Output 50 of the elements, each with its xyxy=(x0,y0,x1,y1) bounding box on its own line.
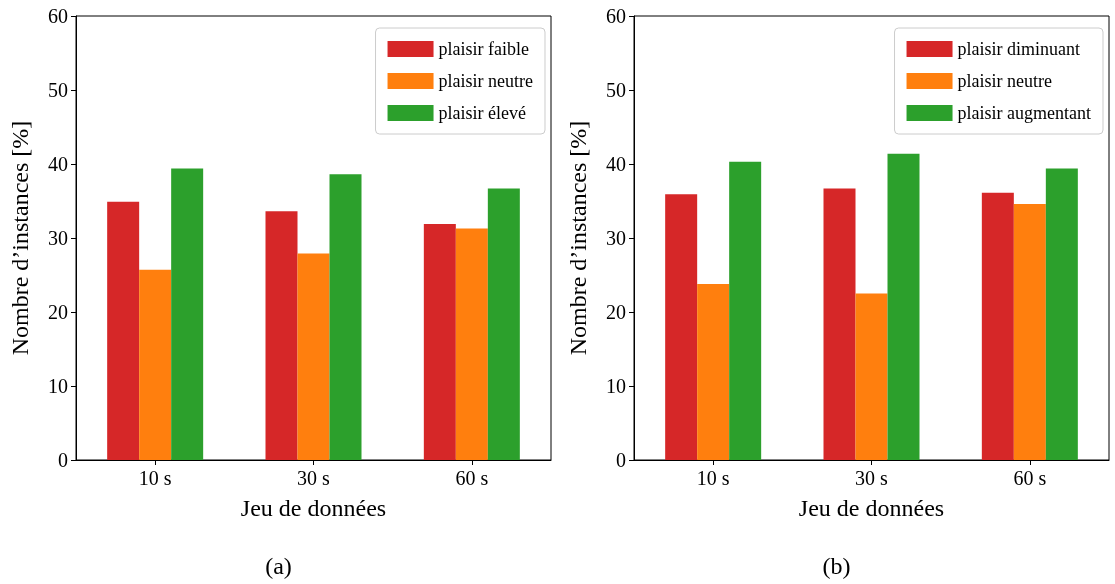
y-tick-label: 40 xyxy=(606,153,626,175)
bar xyxy=(1045,168,1078,460)
bar xyxy=(455,228,488,460)
bar xyxy=(855,293,888,460)
y-tick-label: 0 xyxy=(616,449,626,471)
legend-label: plaisir neutre xyxy=(438,71,534,91)
legend-label: plaisir neutre xyxy=(957,71,1053,91)
bar xyxy=(265,211,298,460)
y-tick-label: 20 xyxy=(606,301,626,323)
bar xyxy=(1013,203,1046,460)
bar xyxy=(423,223,456,460)
y-tick-label: 60 xyxy=(48,5,68,27)
text: (a) xyxy=(265,553,292,579)
text: (b) xyxy=(822,553,851,579)
x-tick-label: 60 s xyxy=(1013,467,1047,489)
legend-label: plaisir augmentant xyxy=(957,103,1092,123)
legend-label: plaisir diminuant xyxy=(957,39,1081,59)
bar xyxy=(887,153,920,460)
y-tick-label: 30 xyxy=(606,227,626,249)
y-tick-label: 20 xyxy=(48,301,68,323)
x-axis-title: Jeu de données xyxy=(240,495,387,521)
legend-label: plaisir élevé xyxy=(438,103,527,123)
bar xyxy=(329,174,362,460)
bar xyxy=(297,253,330,460)
bar xyxy=(729,161,762,460)
bar xyxy=(487,188,520,460)
bar xyxy=(107,201,140,460)
y-tick-label: 10 xyxy=(606,375,626,397)
bar xyxy=(981,192,1014,460)
y-tick-label: 50 xyxy=(48,79,68,101)
y-tick-label: 40 xyxy=(48,153,68,175)
y-tick-label: 60 xyxy=(606,5,626,27)
bar xyxy=(665,194,698,460)
y-tick-label: 50 xyxy=(606,79,626,101)
y-tick-label: 30 xyxy=(48,227,68,249)
bar xyxy=(823,188,856,460)
legend-label: plaisir faible xyxy=(438,39,530,59)
bar xyxy=(171,168,204,460)
x-tick-label: 30 s xyxy=(297,467,331,489)
x-tick-label: 10 s xyxy=(696,467,730,489)
bar xyxy=(697,283,730,460)
y-axis-title: Nombre d’instances [%] xyxy=(565,120,591,356)
bar xyxy=(139,269,172,460)
x-tick-label: 60 s xyxy=(455,467,489,489)
y-tick-label: 10 xyxy=(48,375,68,397)
x-tick-label: 10 s xyxy=(138,467,172,489)
y-axis-title: Nombre d’instances [%] xyxy=(7,120,33,356)
x-axis-title: Jeu de données xyxy=(798,495,945,521)
y-tick-label: 0 xyxy=(58,449,68,471)
x-tick-label: 30 s xyxy=(855,467,889,489)
